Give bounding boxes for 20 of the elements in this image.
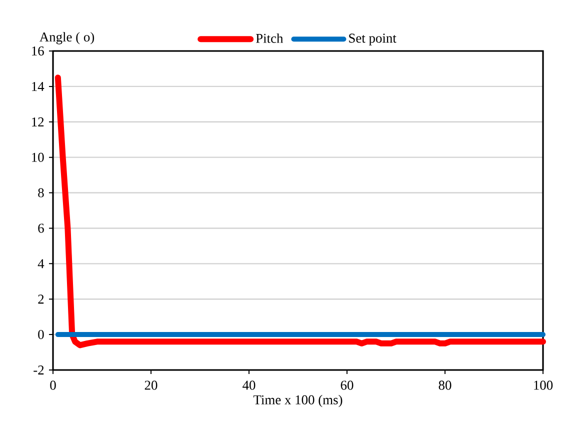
x-axis-title: Time x 100 (ms): [253, 394, 342, 408]
y-tick-label: 4: [38, 259, 44, 268]
y-tick-label: 2: [38, 294, 44, 304]
y-tick-label: 0: [38, 330, 44, 340]
x-tick-label: 40: [242, 380, 256, 390]
x-tick-label: 100: [534, 380, 553, 390]
x-tick-label: 80: [438, 380, 452, 390]
y-tick-label: 10: [32, 152, 44, 162]
legend-label: Pitch: [256, 33, 284, 43]
y-tick-label: 14: [32, 82, 44, 91]
x-tick-label: 20: [144, 380, 158, 390]
y-axis-title: Angle ( o): [39, 32, 94, 44]
y-tick-label: -2: [34, 366, 44, 374]
x-tick-label: 60: [340, 380, 354, 390]
y-tick-label: 6: [38, 224, 44, 233]
y-tick-label: 8: [38, 188, 44, 198]
y-tick-label: 16: [32, 46, 44, 56]
legend-label: Set point: [349, 34, 396, 46]
y-tick-label: 12: [32, 117, 44, 126]
x-tick-label: 0: [50, 380, 56, 390]
